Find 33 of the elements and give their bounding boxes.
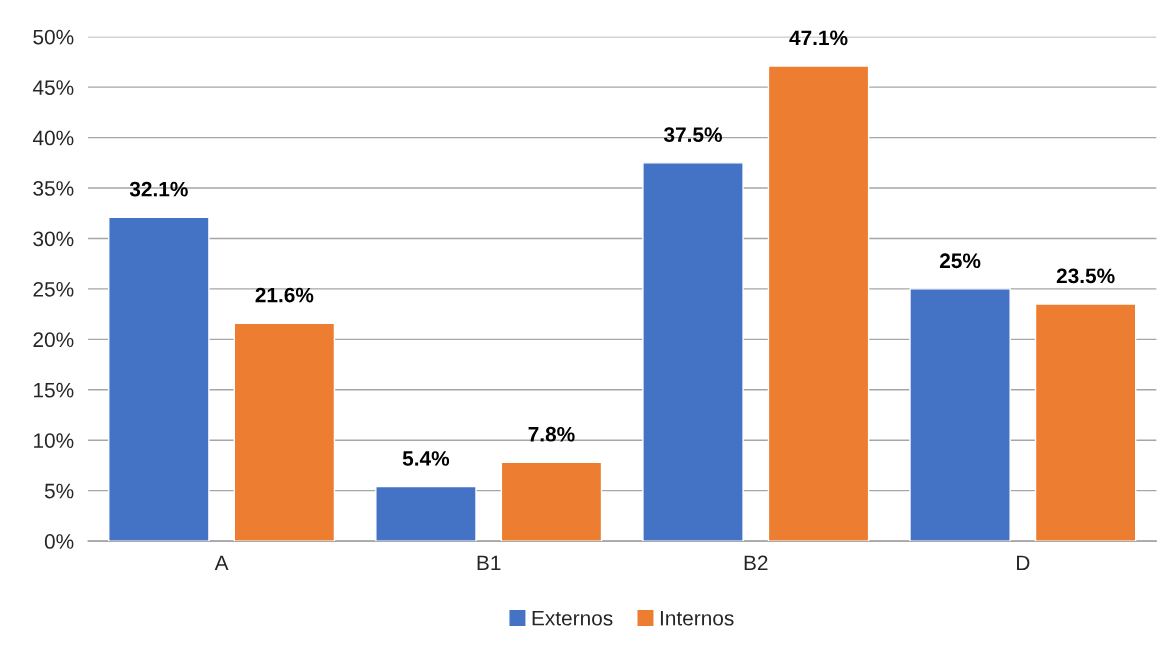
bar [909,288,1011,542]
y-tick-label: 0% [44,534,74,549]
bar [642,162,744,542]
bar [767,65,870,542]
bar [500,461,603,542]
data-label: 37.5% [663,127,722,143]
x-tick-label: A [214,555,229,571]
x-tick-label: D [1017,555,1030,571]
y-tick-label: 20% [33,332,74,348]
data-label: 25% [939,253,981,269]
y-tick-label: 25% [33,281,74,297]
data-label: 7.8% [528,426,575,442]
y-tick-label: 10% [34,433,74,448]
y-tick-label: 35% [33,181,74,196]
bar [1034,303,1137,542]
bar [108,216,210,542]
data-label: 5.4% [402,451,450,466]
bar [375,485,477,542]
data-label: 47.1% [789,30,848,46]
legend-label: Internos [660,611,734,626]
data-label: 23.5% [1056,268,1115,284]
y-tick-label: 30% [33,231,74,247]
legend-label: Externos [532,611,613,626]
y-tick-label: 40% [32,130,74,146]
y-tick-label: 15% [34,382,74,398]
bar [233,322,336,542]
x-tick-label: B1 [477,555,501,571]
y-tick-label: 5% [44,483,74,499]
data-label: 21.6% [255,287,314,303]
y-tick-label: 45% [32,80,74,95]
x-tick-label: B2 [744,555,768,571]
y-tick-label: 50% [33,29,74,45]
data-label: 32.1% [129,181,188,197]
